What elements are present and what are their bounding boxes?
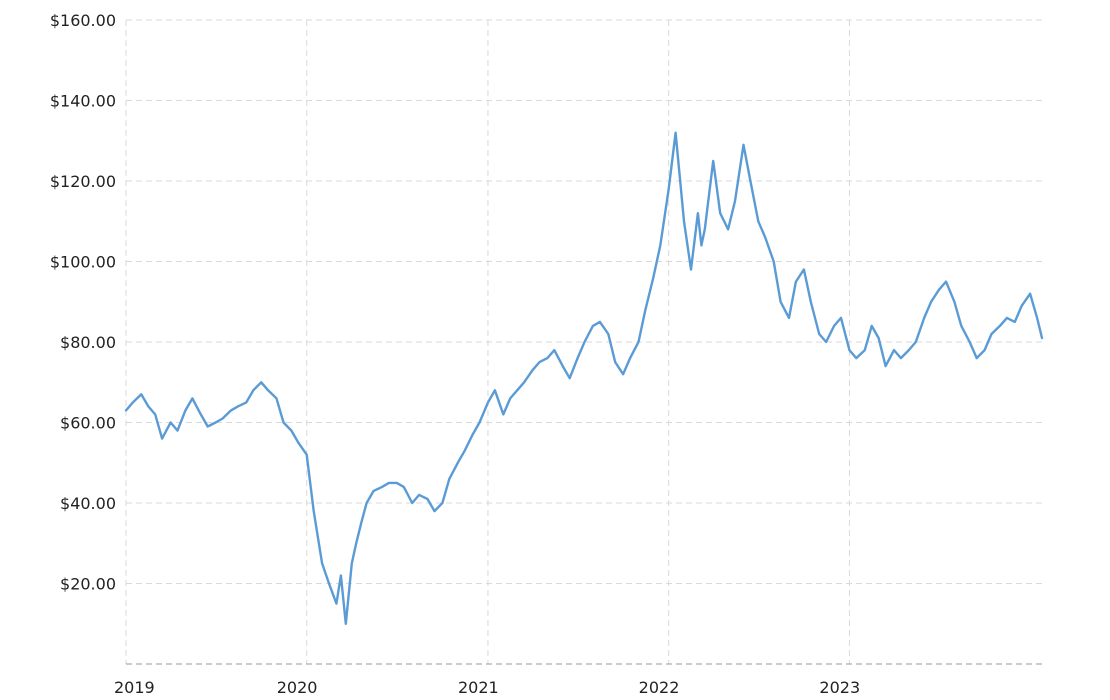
y-tick-label: $160.00 (50, 11, 116, 30)
x-tick-label: 2022 (639, 678, 680, 697)
y-tick-label: $60.00 (60, 414, 116, 433)
x-tick-label: 2019 (114, 678, 155, 697)
y-axis-labels: $20.00 $40.00 $60.00 $80.00 $100.00 $120.00 $1… (50, 11, 116, 594)
y-tick-label: $120.00 (50, 172, 116, 191)
y-tick-label: $100.00 (50, 253, 116, 272)
x-tick-label: 2023 (819, 678, 860, 697)
y-tick-label: $20.00 (60, 575, 116, 594)
y-tick-label: $40.00 (60, 494, 116, 513)
grid-lines (125, 19, 1045, 664)
x-tick-label: 2021 (458, 678, 499, 697)
y-tick-label: $140.00 (50, 92, 116, 111)
y-tick-label: $80.00 (60, 333, 116, 352)
price-series-line (124, 131, 1044, 625)
x-tick-label: 2020 (277, 678, 318, 697)
x-axis-labels: 2019 2020 2021 2022 2023 (114, 678, 860, 697)
